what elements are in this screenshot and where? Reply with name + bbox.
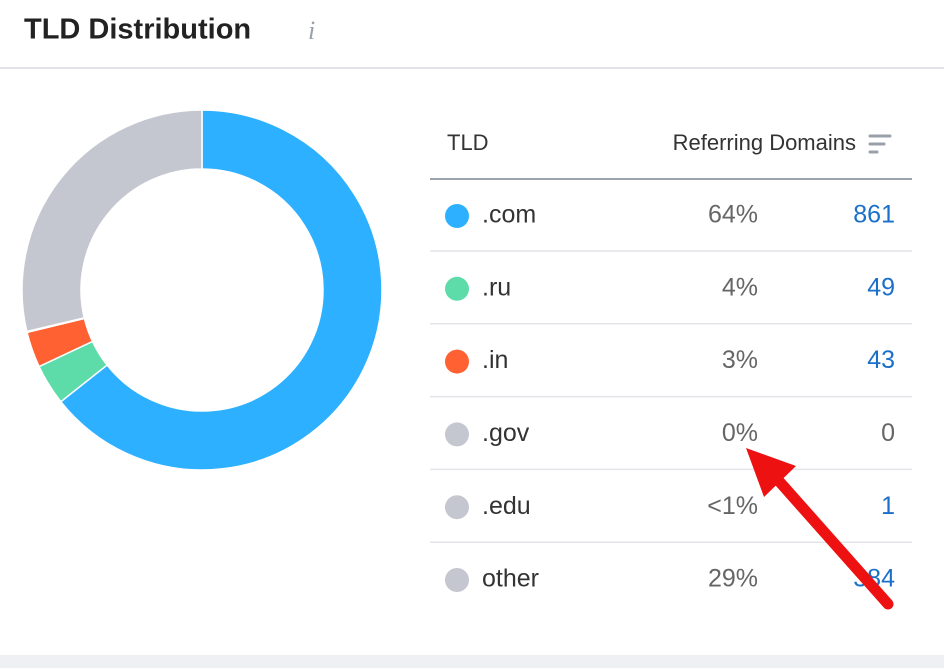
legend-dot <box>445 568 469 592</box>
donut-segment <box>21 109 203 333</box>
domains-count[interactable]: 49 <box>867 273 895 301</box>
domains-count: 0 <box>881 419 895 447</box>
column-header[interactable]: Referring Domains <box>673 130 856 155</box>
share-label: 64% <box>708 201 758 229</box>
tld-label: .com <box>482 201 536 229</box>
share-label: 3% <box>722 346 758 374</box>
legend-dot <box>445 204 469 228</box>
share-label: 29% <box>708 565 758 593</box>
share-label: 0% <box>722 419 758 447</box>
table-body: .com 64% 861 .ru 4% 49 .in 3% 43 .gov 0% 0 .edu <1% 1 o… <box>430 201 912 593</box>
info-icon[interactable]: i <box>308 16 315 45</box>
footer-band <box>0 655 944 668</box>
legend-dot <box>445 495 469 520</box>
domains-count[interactable]: 43 <box>867 346 895 374</box>
legend-dot <box>445 422 469 447</box>
tld-label: other <box>482 565 539 593</box>
legend-dot <box>445 349 469 374</box>
annotation-arrow <box>746 448 894 610</box>
tld-label: .edu <box>482 492 531 520</box>
title: TLD Distribution <box>24 14 251 46</box>
column-header: TLD <box>447 130 489 155</box>
domains-count[interactable]: 861 <box>853 201 895 229</box>
tld-label: .gov <box>482 419 530 447</box>
domains-count[interactable]: 1 <box>881 492 895 520</box>
arrow-head <box>746 448 796 497</box>
tld-label: .in <box>482 346 508 374</box>
tld-label: .ru <box>482 273 511 301</box>
share-label: <1% <box>707 492 758 520</box>
donut-segment <box>59 109 383 471</box>
legend-dot <box>445 276 469 301</box>
donut-chart <box>21 109 383 471</box>
sort-icon[interactable] <box>868 134 892 154</box>
share-label: 4% <box>722 273 758 301</box>
arrow-shaft <box>772 474 894 610</box>
